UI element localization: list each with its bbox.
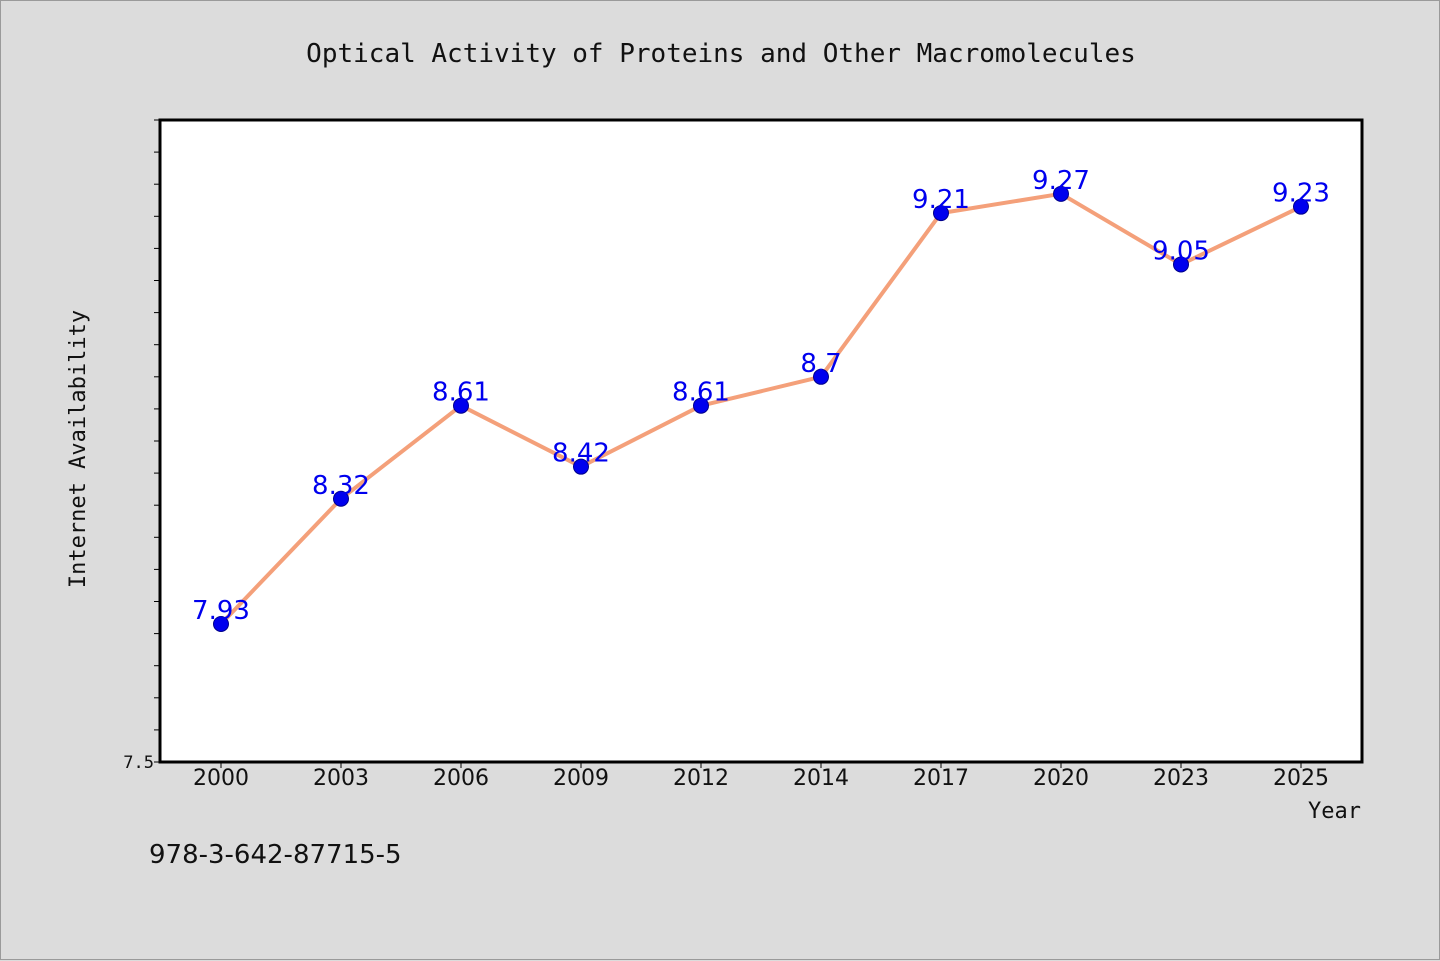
x-tick-label: 2014 xyxy=(793,766,849,791)
data-label: 8.32 xyxy=(312,471,370,501)
data-label: 8.42 xyxy=(552,439,610,469)
x-tick-label: 2003 xyxy=(313,766,369,791)
x-tick-label: 2020 xyxy=(1033,766,1089,791)
x-axis-ticks xyxy=(220,762,1302,768)
x-tick-label: 2023 xyxy=(1153,766,1209,791)
data-point xyxy=(693,397,709,414)
data-point xyxy=(1053,185,1069,202)
series-line xyxy=(219,191,1302,626)
chart-title: Optical Activity of Proteins and Other M… xyxy=(306,39,1136,69)
x-tick-label: 2025 xyxy=(1273,766,1329,791)
x-tick-label: 2009 xyxy=(553,766,609,791)
data-label: 7.93 xyxy=(192,596,250,626)
x-axis-tick-labels: 2000 2003 2006 2009 2012 2014 2017 2020 2023 2025 xyxy=(193,766,1329,791)
data-point xyxy=(1173,256,1189,273)
footer-isbn: 978-3-642-87715-5 xyxy=(149,840,402,870)
data-point xyxy=(333,490,349,507)
data-labels: 7.93 8.32 8.61 8.42 8.61 8.7 9.21 9.27 9.05 9.23 xyxy=(192,166,1330,626)
data-markers xyxy=(213,185,1309,632)
data-point xyxy=(813,368,829,385)
data-label: 8.61 xyxy=(672,378,730,408)
data-label: 9.21 xyxy=(912,185,970,215)
y-axis-title: Internet Availability xyxy=(66,310,91,588)
data-point xyxy=(1293,198,1309,215)
x-tick-label: 2006 xyxy=(433,766,489,791)
data-label: 8.7 xyxy=(800,349,841,379)
data-point xyxy=(213,615,229,632)
plot-area xyxy=(158,118,1364,764)
x-axis-title: Year xyxy=(1308,799,1361,824)
data-point xyxy=(573,458,589,475)
x-tick-label: 2017 xyxy=(913,766,969,791)
data-point xyxy=(453,397,469,414)
y-tick-label: 7.5 xyxy=(123,753,154,773)
data-point xyxy=(933,205,949,222)
data-label: 9.27 xyxy=(1032,166,1090,196)
x-tick-label: 2012 xyxy=(673,766,729,791)
data-label: 9.23 xyxy=(1272,179,1330,209)
data-label: 9.05 xyxy=(1152,236,1210,266)
data-label: 8.61 xyxy=(432,378,490,408)
x-tick-label: 2000 xyxy=(193,766,249,791)
y-axis-ticks xyxy=(154,119,160,763)
